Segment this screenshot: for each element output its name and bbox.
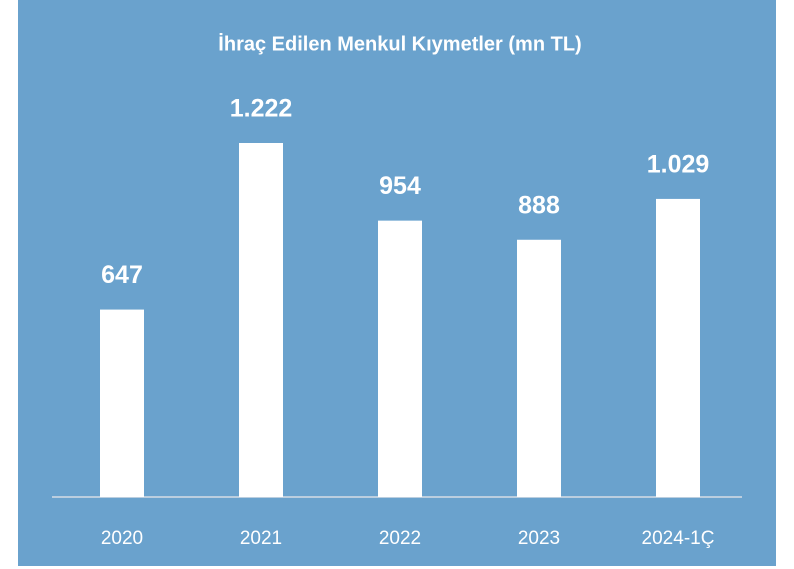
value-label: 1.222 (230, 95, 293, 123)
bar (656, 198, 700, 498)
bar (517, 239, 561, 497)
value-label: 888 (518, 191, 560, 219)
x-tick-label: 2024-1Ç (642, 528, 715, 549)
bar (239, 143, 283, 497)
value-label: 647 (101, 261, 143, 289)
x-tick-label: 2023 (518, 528, 560, 549)
x-tick-label: 2022 (379, 528, 421, 549)
x-tick-label: 2021 (240, 528, 282, 549)
value-label: 954 (379, 172, 421, 200)
bar (378, 220, 422, 497)
value-label: 1.029 (647, 151, 710, 179)
bar (100, 309, 144, 497)
x-tick-label: 2020 (101, 528, 143, 549)
chart-title: İhraç Edilen Menkul Kıymetler (mn TL) (218, 32, 581, 55)
